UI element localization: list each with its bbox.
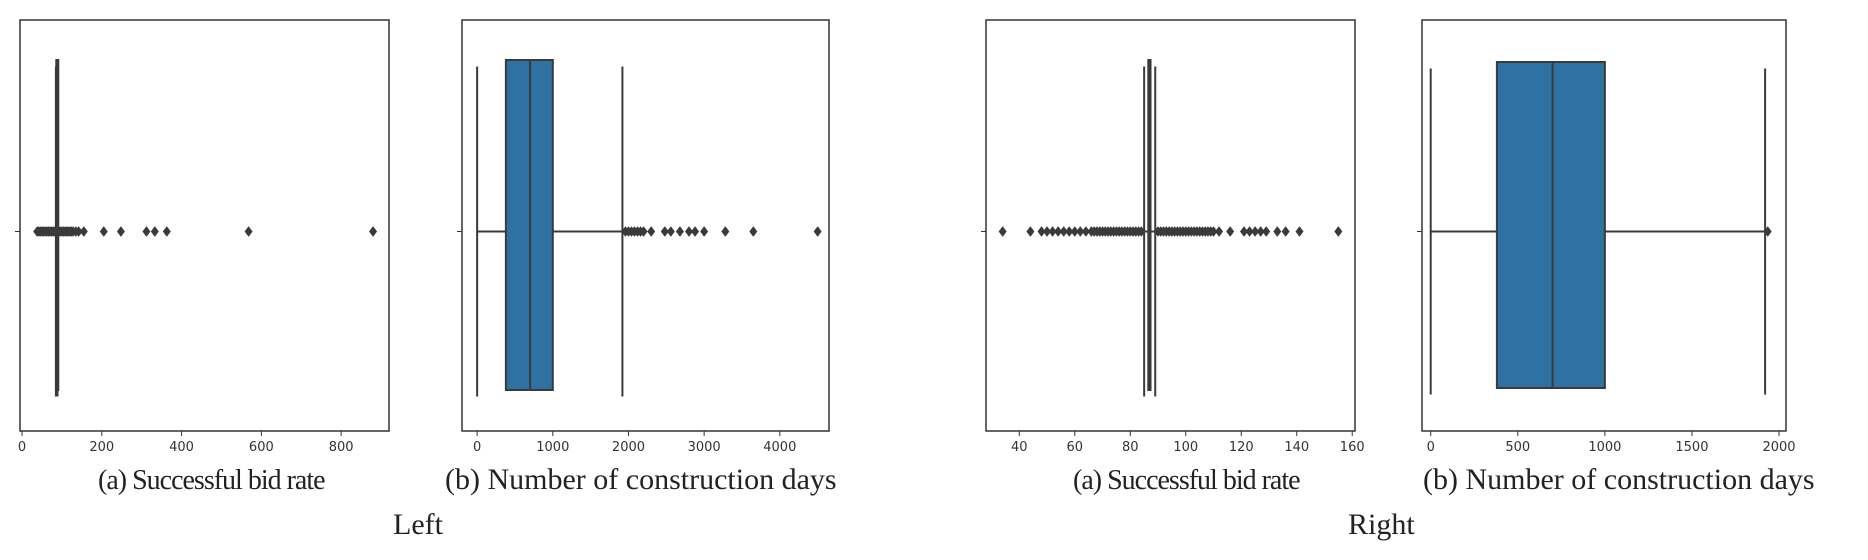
x-tick-label: 800 [329,440,354,455]
x-tick-label: 1000 [1588,440,1621,455]
x-tick-label: 400 [169,440,194,455]
outlier-point [998,226,1007,237]
outlier-point [79,226,88,237]
panel-right-b: 0 500 1000 1500 2000 [1417,19,1796,455]
x-tick-label: 1500 [1675,440,1708,455]
outlier-point [1295,226,1304,237]
group-label-left: Left [393,508,443,541]
outlier-point [660,226,669,237]
panel-left-a: 0 200 400 600 800 [15,19,390,455]
x-tick-label: 60 [1067,440,1084,455]
outlier-point [666,226,675,237]
x-tick-label: 0 [473,440,481,455]
x-tick-label: 40 [1011,440,1028,455]
outlier-point [1262,226,1271,237]
outlier-point [1137,226,1146,237]
outlier-point [1059,226,1068,237]
x-tick-label: 0 [1427,440,1435,455]
outlier-point [1256,226,1265,237]
plot-frame [985,19,1356,432]
outlier-point [142,226,151,237]
x-tick-label: 100 [1173,440,1198,455]
outlier-point [1226,226,1235,237]
outlier-point [368,226,378,237]
outlier-point [813,226,822,237]
panel-right-a: 40 60 80 100 120 140 160 [981,19,1365,455]
outlier-point [1251,226,1260,237]
outlier-point [1026,226,1035,237]
x-tick-label: 120 [1229,440,1254,455]
outlier-point [1048,226,1057,237]
outlier-point [1281,226,1290,237]
outlier-point [1070,226,1079,237]
x-tick-label: 200 [89,440,114,455]
outlier-point [639,226,648,237]
x-tick-label: 4000 [763,440,796,455]
x-tick-label: 600 [249,440,274,455]
outlier-point [1076,226,1085,237]
outlier-point [1042,226,1052,237]
outlier-point [749,226,758,237]
plot-frame [461,19,830,432]
outlier-point [1239,226,1249,237]
outlier-point [1273,226,1282,237]
outlier-point [675,226,684,237]
outlier-point [684,226,694,237]
x-tick-label: 80 [1122,440,1139,455]
x-tick-label: 160 [1340,440,1365,455]
plot-frame [1421,19,1787,432]
x-tick-label: 2000 [1762,440,1795,455]
iqr-box [1495,61,1606,389]
caption-right-b: (b) Number of construction days [1423,463,1815,496]
outlier-point [1081,226,1090,237]
outlier-point [1214,226,1224,237]
caption-right-a: (a) Successful bid rate [1073,465,1301,496]
caption-left-b: (b) Number of construction days [445,463,837,496]
x-tick-label: 1000 [536,440,569,455]
outlier-point [1065,226,1074,237]
outlier-point [1763,226,1772,237]
outlier-point [1054,226,1063,237]
outlier-point [647,226,656,237]
x-tick-label: 2000 [612,440,645,455]
outlier-point [150,226,159,237]
group-label-right: Right [1348,508,1415,541]
outlier-point [116,226,125,237]
outlier-point [700,226,709,237]
outlier-point [99,226,108,237]
caption-left-a: (a) Successful bid rate [98,465,326,496]
outlier-point [244,226,253,237]
x-tick-label: 500 [1505,440,1530,455]
outlier-point [1334,226,1343,237]
outlier-point [1037,226,1046,237]
outlier-point [162,226,171,237]
outlier-point [721,226,730,237]
x-tick-label: 0 [18,440,26,455]
outlier-point [691,226,700,237]
plot-frame [19,19,390,432]
x-tick-label: 3000 [688,440,721,455]
x-tick-label: 140 [1284,440,1309,455]
outlier-point [1209,226,1218,237]
panel-left-b: 0 1000 2000 3000 4000 [457,19,830,455]
outlier-point [1245,226,1254,237]
